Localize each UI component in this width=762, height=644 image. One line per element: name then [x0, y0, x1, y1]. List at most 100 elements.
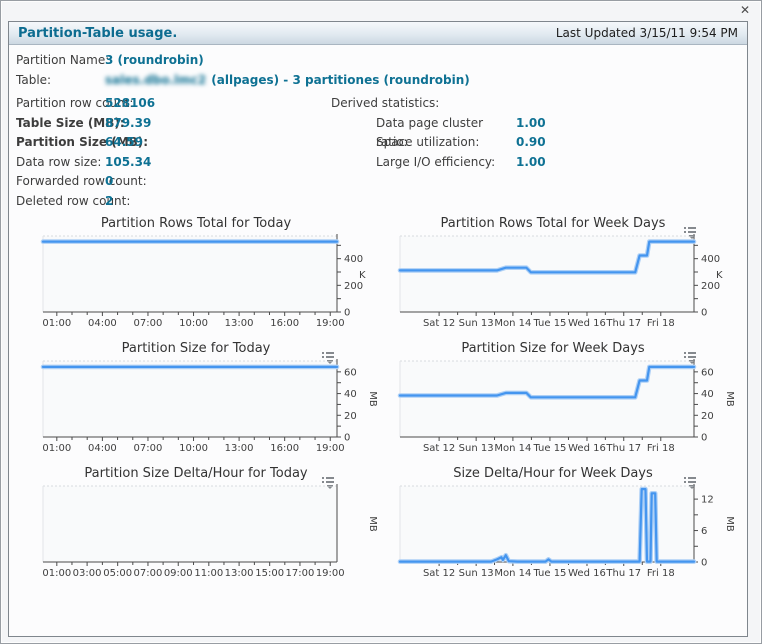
svg-text:03:00: 03:00	[73, 568, 102, 579]
data-row-size-value: 105.34	[105, 154, 152, 169]
svg-text:Thu 17: Thu 17	[605, 318, 641, 329]
partition-row-count-value: 528106	[105, 96, 156, 110]
chart-title: Partition Size for Week Days	[461, 341, 645, 356]
svg-text:60: 60	[344, 367, 357, 378]
svg-text:Sat 12: Sat 12	[423, 318, 455, 329]
partition-size-row: Partition Size (MB): 64.59	[16, 133, 747, 153]
chart-menu-icon[interactable]	[684, 474, 698, 489]
chart-title: Partition Rows Total for Week Days	[440, 216, 666, 231]
svg-text:Wed 16: Wed 16	[568, 443, 606, 454]
partition-row-count-label: Partition row count:	[16, 96, 134, 110]
svg-text:17:00: 17:00	[286, 568, 315, 579]
svg-text:0: 0	[344, 308, 350, 319]
svg-text:09:00: 09:00	[164, 568, 193, 579]
data-row-size-label: Data row size:	[16, 154, 102, 169]
svg-text:Fri 18: Fri 18	[647, 443, 675, 454]
svg-text:K: K	[359, 270, 366, 281]
space-utilization-row: Space utilization: 0.90	[331, 133, 581, 153]
svg-text:200: 200	[344, 281, 363, 292]
svg-text:0: 0	[344, 433, 350, 444]
svg-text:Mon 14: Mon 14	[494, 318, 531, 329]
svg-text:Mon 14: Mon 14	[494, 443, 531, 454]
svg-text:12: 12	[701, 495, 714, 506]
svg-text:Thu 17: Thu 17	[605, 568, 641, 579]
svg-text:60: 60	[701, 367, 714, 378]
charts-grid: Partition Rows Total for Today 01:00 04:0…	[15, 211, 754, 586]
chart-partition-rows-week: Partition Rows Total for Week Days Sat 1…	[388, 211, 754, 336]
table-size-value: 879.39	[105, 115, 152, 130]
svg-text:07:00: 07:00	[134, 318, 163, 329]
svg-text:Tue 15: Tue 15	[532, 568, 566, 579]
chart-menu-icon[interactable]	[684, 349, 698, 364]
svg-text:6: 6	[701, 526, 707, 537]
svg-text:MB: MB	[367, 516, 377, 532]
svg-text:200: 200	[701, 281, 720, 292]
chart-plot-partition-size-week: Sat 12 Sun 13 Mon 14 Tue 15 Wed 16 Thu 17 Fri …	[397, 359, 734, 454]
svg-text:40: 40	[701, 389, 714, 400]
data-page-cluster-ratio-row: Data page cluster ratio: 1.00	[331, 114, 581, 150]
last-updated-label: Last Updated 3/15/11 9:54 PM	[555, 26, 738, 40]
data-row-size-row: Data row size: 105.34	[16, 153, 747, 173]
info-section: Partition Name: 3 (roundrobin) Table: sa…	[9, 45, 747, 211]
deleted-row-count-value: 2	[105, 193, 114, 208]
svg-text:MB: MB	[724, 391, 734, 407]
chart-menu-icon[interactable]	[322, 474, 336, 489]
svg-text:Sun 13: Sun 13	[459, 443, 494, 454]
svg-text:0: 0	[701, 433, 707, 444]
svg-text:13:00: 13:00	[225, 318, 254, 329]
close-icon[interactable]: ✕	[739, 3, 750, 17]
svg-text:400: 400	[701, 254, 720, 265]
chart-size-delta-week: Size Delta/Hour for Week Days Sat 12 Sun …	[388, 461, 754, 586]
large-io-efficiency-value: 1.00	[516, 154, 546, 169]
table-value: (allpages) - 3 partitiones (roundrobin)	[211, 72, 470, 87]
deleted-row-count-label: Deleted row count:	[16, 193, 131, 208]
svg-text:13:00: 13:00	[225, 568, 254, 579]
svg-text:04:00: 04:00	[88, 318, 117, 329]
space-utilization-label: Space utilization:	[376, 135, 480, 149]
svg-text:Wed 16: Wed 16	[568, 568, 606, 579]
panel-header: Partition-Table usage. Last Updated 3/15…	[9, 22, 747, 45]
svg-text:20: 20	[701, 411, 714, 422]
chart-plot-size-delta-today: 01:00 03:00 05:00 07:00 09:00 11:00 13:00 15:00…	[42, 484, 377, 579]
svg-text:Sat 12: Sat 12	[423, 568, 455, 579]
svg-text:07:00: 07:00	[134, 568, 163, 579]
forwarded-row-count-label: Forwarded row count:	[16, 174, 147, 188]
svg-text:MB: MB	[724, 516, 734, 532]
forwarded-row-count-value: 0	[105, 174, 114, 188]
svg-text:Sun 13: Sun 13	[459, 318, 494, 329]
svg-text:Sun 13: Sun 13	[459, 568, 494, 579]
svg-text:Fri 18: Fri 18	[647, 568, 675, 579]
chart-menu-icon[interactable]	[684, 224, 698, 239]
window-titlebar: ✕	[1, 1, 761, 21]
svg-text:15:00: 15:00	[255, 568, 284, 579]
svg-text:10:00: 10:00	[179, 443, 208, 454]
table-size-label: Table Size (MB):	[16, 115, 125, 130]
svg-text:Wed 16: Wed 16	[568, 318, 606, 329]
svg-text:K: K	[716, 270, 723, 281]
svg-text:19:00: 19:00	[316, 443, 345, 454]
partition-name-label: Partition Name:	[16, 53, 110, 67]
svg-text:19:00: 19:00	[316, 568, 345, 579]
chart-menu-icon[interactable]	[322, 349, 336, 364]
chart-title: Partition Size for Today	[121, 341, 271, 356]
svg-text:40: 40	[344, 389, 357, 400]
svg-text:0: 0	[701, 558, 707, 569]
svg-text:Mon 14: Mon 14	[494, 568, 531, 579]
svg-text:07:00: 07:00	[134, 443, 163, 454]
derived-statistics-title: Derived statistics:	[331, 96, 440, 110]
derived-statistics-section: Derived statistics: Data page cluster ra…	[331, 94, 581, 172]
chart-partition-size-week: Partition Size for Week Days Sat 12 Sun 1…	[388, 336, 754, 461]
table-label: Table:	[16, 72, 52, 87]
chart-size-delta-today: Partition Size Delta/Hour for Today 01:0…	[15, 461, 381, 586]
forwarded-row-count-row: Forwarded row count: 0	[16, 172, 747, 192]
svg-text:20: 20	[344, 411, 357, 422]
svg-text:01:00: 01:00	[42, 568, 71, 579]
table-row: Table: sales.dbo.lmc2 (allpages) - 3 par…	[16, 71, 747, 91]
chart-title: Partition Size Delta/Hour for Today	[84, 466, 308, 481]
svg-text:11:00: 11:00	[194, 568, 223, 579]
partition-name-value: 3 (roundrobin)	[105, 53, 204, 67]
space-utilization-value: 0.90	[516, 135, 546, 149]
svg-text:10:00: 10:00	[179, 318, 208, 329]
page-title: Partition-Table usage.	[18, 25, 178, 41]
